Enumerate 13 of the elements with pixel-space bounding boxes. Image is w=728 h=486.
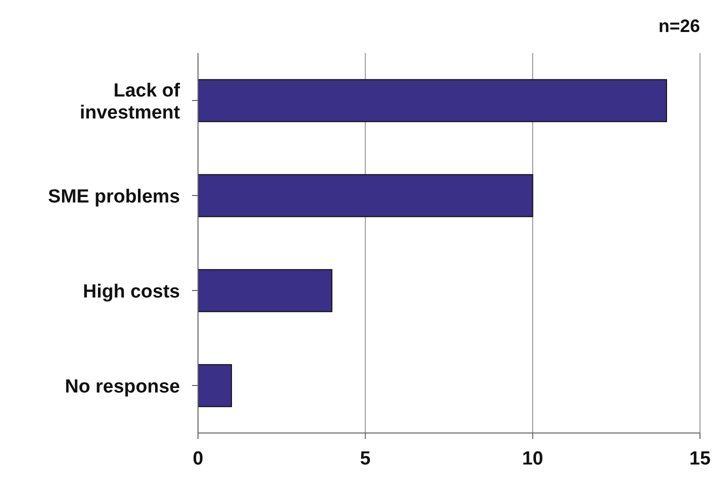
y-tick-label: No response — [64, 376, 180, 398]
x-tick-label: 0 — [192, 448, 204, 470]
x-tick-label: 15 — [689, 448, 711, 470]
x-tick-label: 10 — [522, 448, 544, 470]
y-tick-label: SME problems — [48, 186, 180, 208]
text: n=26 — [658, 16, 700, 37]
bar — [198, 364, 232, 408]
x-tick-label: 5 — [360, 448, 372, 470]
bar — [198, 174, 534, 218]
y-tick-label: Lack of investment — [80, 80, 181, 124]
y-tick-label: High costs — [82, 282, 180, 302]
bar — [198, 269, 332, 312]
bar — [198, 79, 668, 122]
